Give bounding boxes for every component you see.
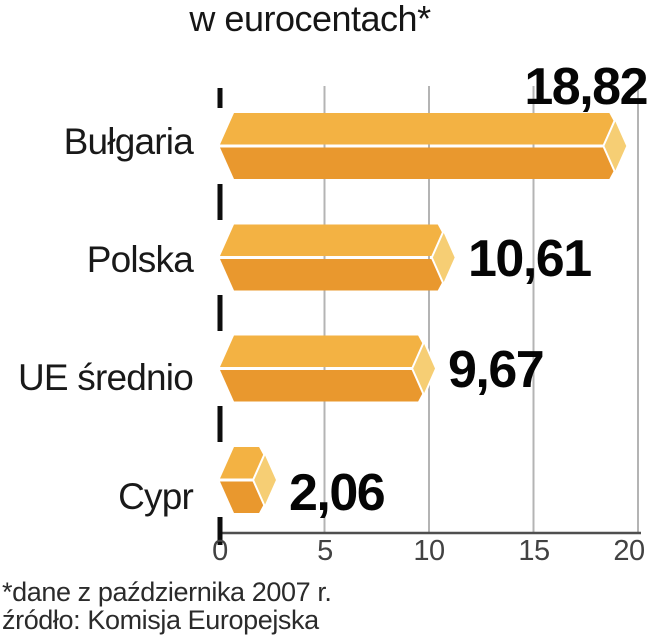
- category-label-3: Cypr: [118, 476, 194, 517]
- y-axis-dash-2: [217, 295, 223, 331]
- footnote-data-date: *dane z października 2007 r.: [2, 577, 332, 607]
- x-tick-label-5: 5: [317, 535, 333, 567]
- bar-1: [220, 224, 457, 291]
- bar-top-face: [220, 113, 627, 145]
- bar-2: [220, 335, 438, 402]
- x-tick-label-10: 10: [413, 535, 445, 567]
- category-label-2: UE średnio: [17, 357, 194, 398]
- bar-bottom-face: [220, 147, 627, 179]
- bar-end-cap: [411, 339, 438, 398]
- chart-title: w eurocentach*: [189, 0, 431, 39]
- bar-bottom-face: [220, 370, 436, 402]
- bar-3: [220, 447, 279, 513]
- bar-top-face: [220, 335, 436, 367]
- bar-0: [220, 113, 629, 179]
- category-label-0: Bułgaria: [63, 121, 194, 162]
- bar-top-face: [220, 224, 455, 256]
- value-label-3: 2,06: [289, 464, 386, 522]
- x-tick-label-0: 0: [212, 535, 228, 567]
- x-tick-label-20: 20: [613, 535, 645, 567]
- value-label-0: 18,82: [524, 58, 648, 116]
- y-axis-dash-0: [217, 88, 223, 108]
- bar-end-cap: [430, 228, 457, 287]
- bar-bottom-face: [220, 259, 455, 291]
- bar-end-cap: [251, 450, 279, 510]
- footnote-source: źródło: Komisja Europejska: [2, 605, 319, 635]
- value-label-1: 10,61: [468, 230, 592, 288]
- category-label-1: Polska: [86, 239, 194, 280]
- y-axis-dash-4: [217, 517, 223, 545]
- y-axis-dash-3: [217, 406, 223, 442]
- y-axis-dash-1: [217, 184, 223, 220]
- bar-end-cap: [602, 116, 629, 176]
- value-label-2: 9,67: [448, 341, 545, 399]
- x-tick-label-15: 15: [518, 535, 550, 567]
